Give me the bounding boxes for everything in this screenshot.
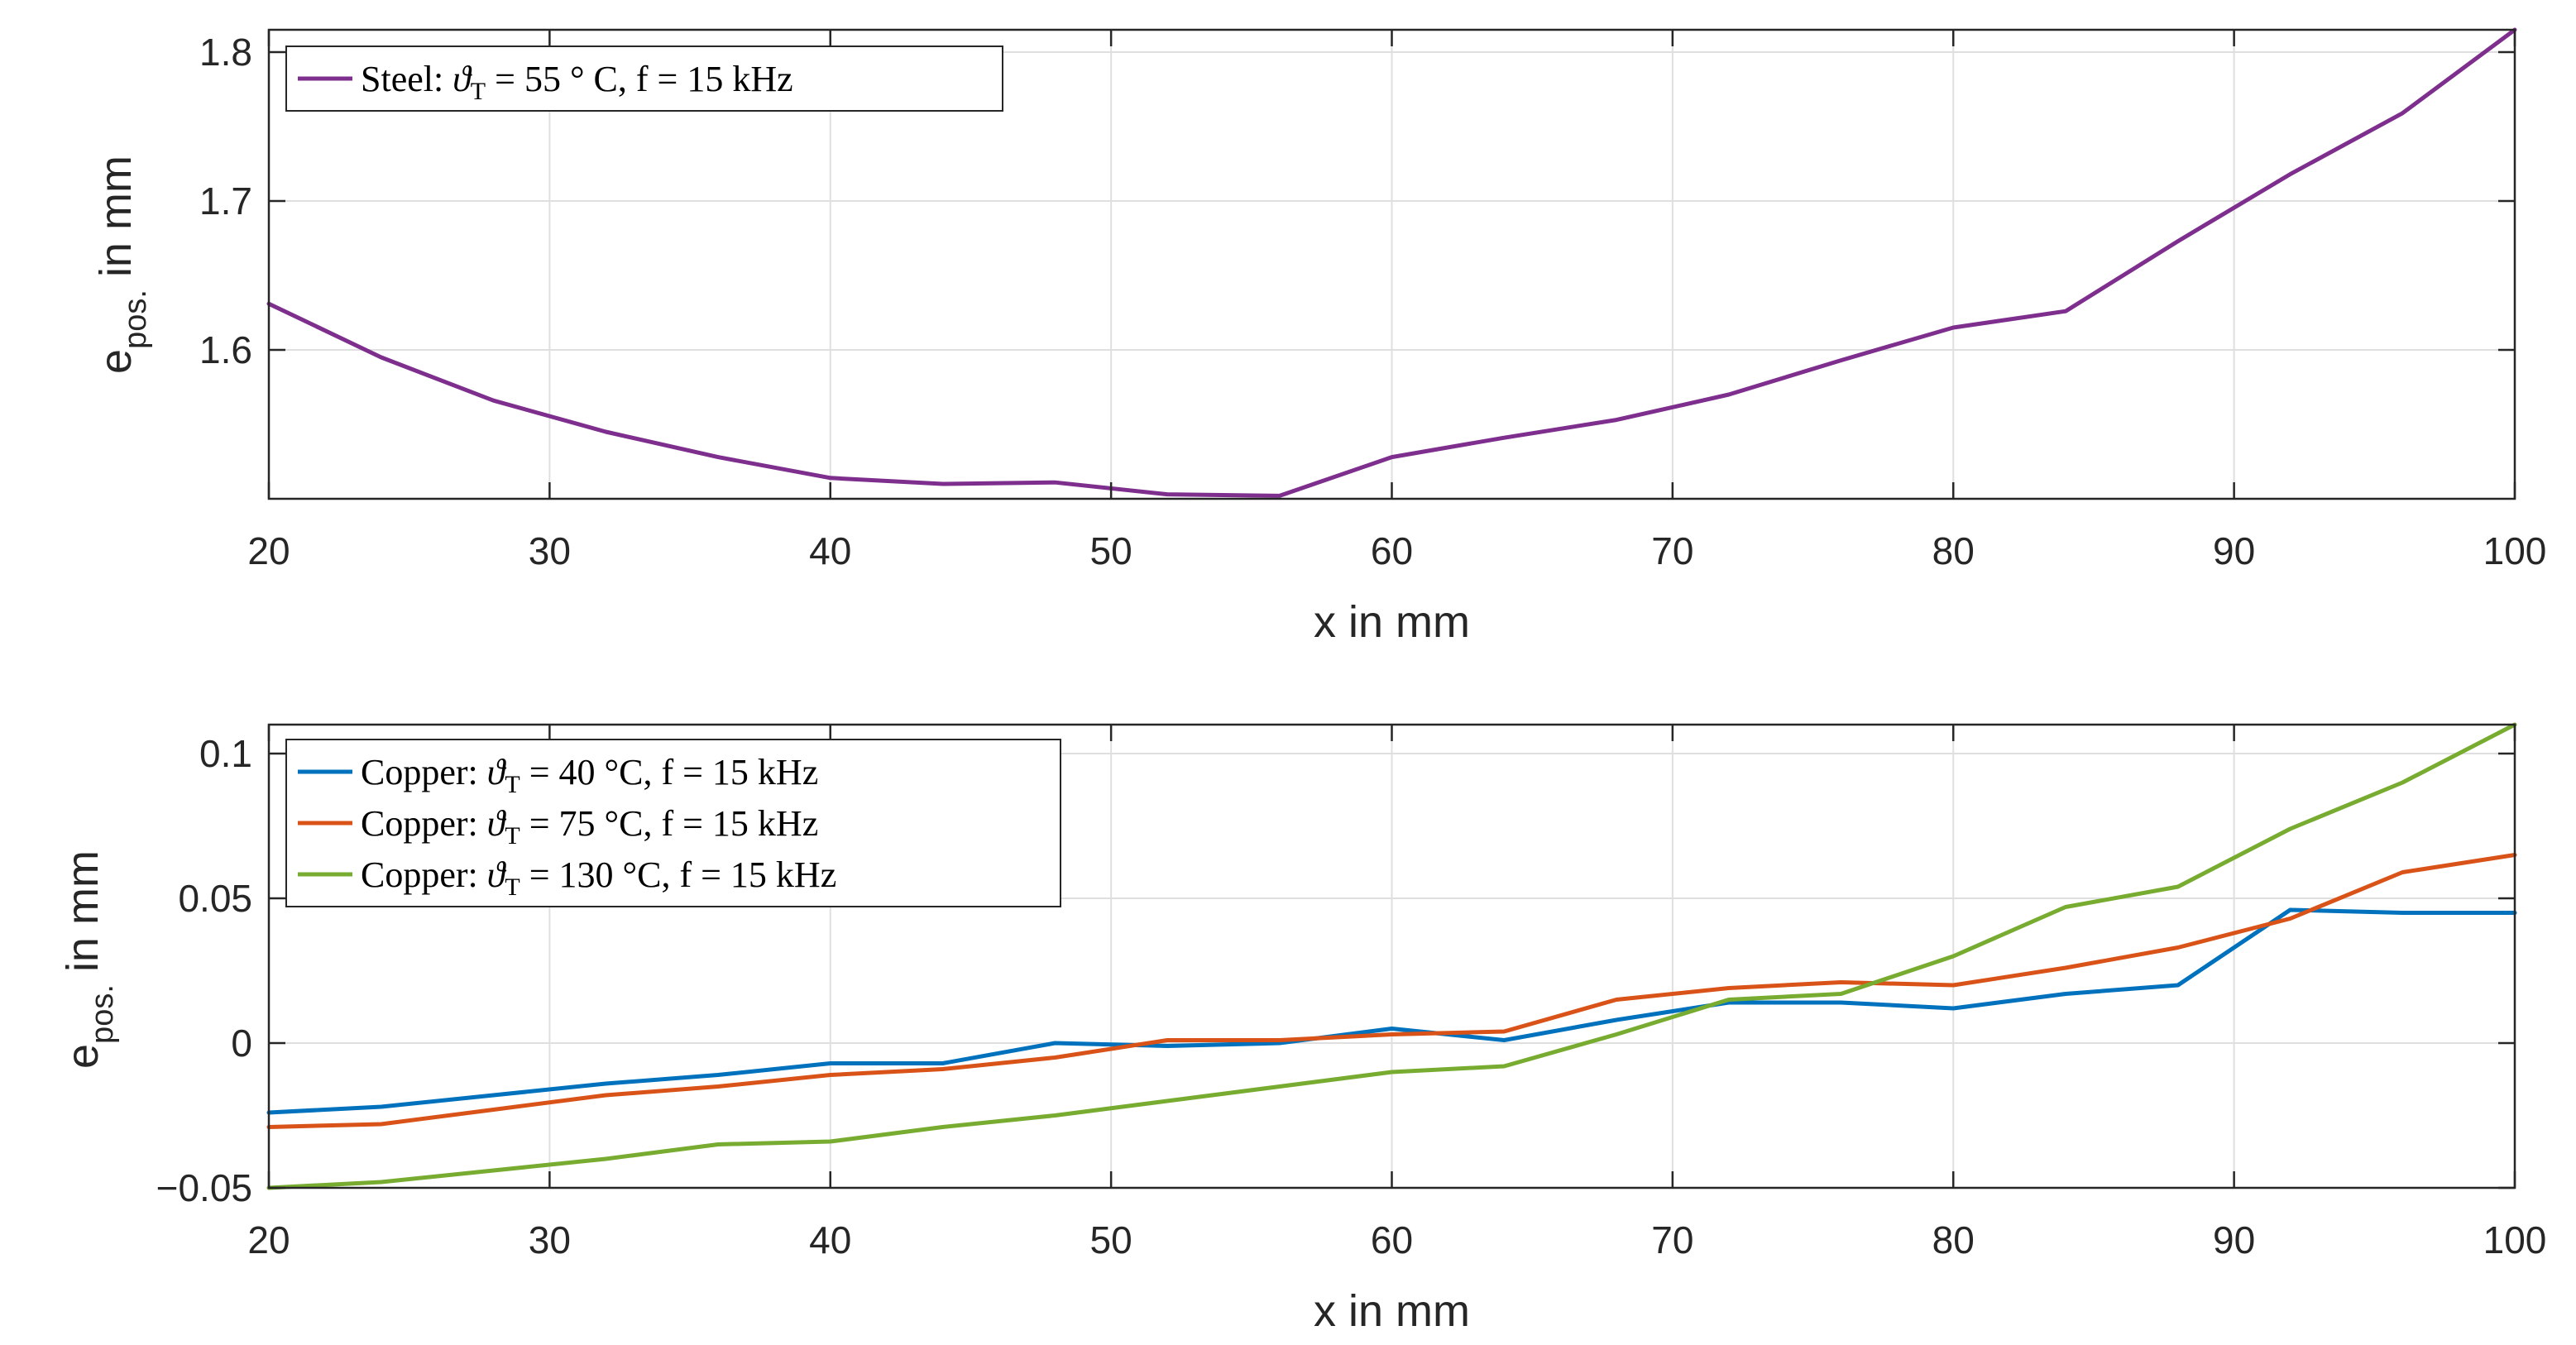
- legend-box: [285, 739, 1061, 907]
- legend: Copper: ϑT = 40 °C, f = 15 kHz Copper: ϑT…: [285, 739, 1061, 907]
- legend-entry: Copper: ϑT = 130 °C, f = 15 kHz: [361, 854, 836, 901]
- x-tick-label: 30: [529, 529, 571, 572]
- y-tick-label: 1.7: [199, 179, 252, 223]
- x-tick-label: 100: [2483, 1218, 2547, 1261]
- x-tick-label: 70: [1651, 529, 1693, 572]
- y-tick-label: 1.6: [199, 328, 252, 371]
- x-tick-label: 80: [1932, 529, 1975, 572]
- x-tick-label: 50: [1090, 529, 1132, 572]
- x-axis-label: x in mm: [1314, 597, 1470, 647]
- x-tick-label: 40: [809, 529, 851, 572]
- x-tick-label: 100: [2483, 529, 2547, 572]
- x-tick-label: 20: [247, 529, 290, 572]
- y-tick-label: −0.05: [156, 1166, 252, 1209]
- copper-series-130-line: [266, 722, 2517, 1190]
- x-tick-label: 80: [1932, 1218, 1975, 1261]
- legend-entry: Steel: ϑT = 55 ° C, f = 15 kHz: [361, 59, 793, 105]
- steel-chart: 20 30 40 50 60 70 80 90 100 1.6 1.7 1.8 x in mm epos.…: [91, 27, 2547, 647]
- x-tick-label: 20: [247, 1218, 290, 1261]
- x-tick-label: 40: [809, 1218, 851, 1261]
- steel-series-55-line: [266, 27, 2517, 498]
- copper-series-40-line: [266, 907, 2517, 1115]
- x-tick-label: 90: [2213, 1218, 2255, 1261]
- y-axis-label: epos. in mm: [91, 156, 153, 374]
- copper-series-75-line: [266, 853, 2517, 1129]
- y-axis-label: epos. in mm: [58, 850, 120, 1069]
- legend: Steel: ϑT = 55 ° C, f = 15 kHz: [285, 45, 1003, 112]
- legend-entry: Copper: ϑT = 75 °C, f = 15 kHz: [361, 803, 818, 850]
- y-tick-label: 1.8: [199, 31, 252, 74]
- y-tick-label: 0.1: [199, 732, 252, 775]
- x-tick-label: 30: [529, 1218, 571, 1261]
- y-tick-label: 0.05: [178, 877, 252, 920]
- x-tick-label: 70: [1651, 1218, 1693, 1261]
- copper-chart: 20 30 40 50 60 70 80 90 100 −0.05 0 0.05 0.1 x in mm e…: [58, 722, 2547, 1336]
- x-tick-label: 50: [1090, 1218, 1132, 1261]
- x-tick-label: 60: [1371, 1218, 1413, 1261]
- legend-entry: Copper: ϑT = 40 °C, f = 15 kHz: [361, 752, 818, 798]
- x-axis-label: x in mm: [1314, 1286, 1470, 1336]
- x-tick-label: 90: [2213, 529, 2255, 572]
- y-tick-label: 0: [231, 1022, 252, 1065]
- legend-box: [285, 45, 1003, 112]
- x-tick-label: 60: [1371, 529, 1413, 572]
